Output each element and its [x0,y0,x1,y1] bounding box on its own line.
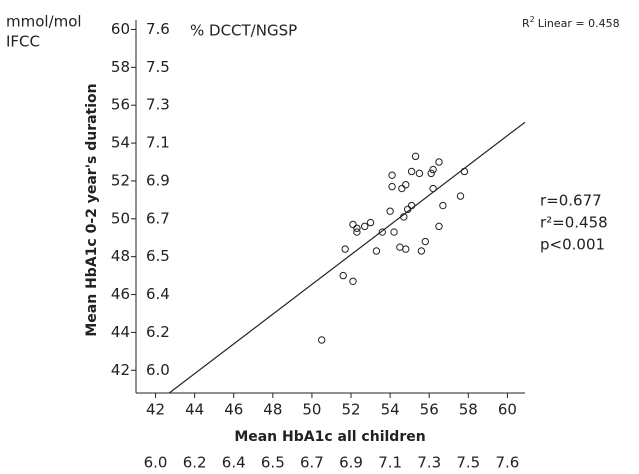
y-tick-label: 60 [111,20,130,38]
unit-label: mmol/mol [6,13,82,31]
y-alt-tick-label: 6.5 [146,247,170,265]
point [341,245,349,253]
x-tick-label: 42 [146,401,165,419]
x-alt-tick-label: 7.1 [378,454,402,472]
x-alt-tick-label: 6.5 [261,454,285,472]
x-alt-tick-label: 7.5 [456,454,480,472]
y-tick-label: 56 [111,96,130,114]
y-tick-label: 46 [111,285,130,303]
point [435,158,443,166]
point [407,167,416,176]
x-alt-tick-label: 7.3 [417,454,441,472]
x-alt-tick-label: 6.0 [144,454,168,472]
point [417,247,426,255]
point [388,171,396,179]
x-alt-tick-label: 6.7 [300,454,324,472]
stat: r=0.677 [540,192,602,210]
y-alt-tick-label: 6.9 [146,171,170,189]
y-alt-tick-label: 7.1 [146,134,170,152]
point [318,336,326,344]
fit-label-sup: 2 [530,15,535,24]
point [349,277,357,285]
point [339,271,347,280]
point [353,224,361,232]
stat: r²=0.458 [540,214,608,232]
point [415,169,424,178]
y-axis-title: Mean HbA1c 0-2 year's duration [84,83,100,336]
y-tick-label: 44 [111,323,130,341]
fit-line [168,121,526,394]
point [435,222,443,231]
y-alt-tick-label: 6.7 [146,209,170,227]
x-axis-title: Mean HbA1c all children [234,429,425,445]
point [386,207,394,215]
point [372,247,381,255]
y-alt-tick-label: 7.3 [146,96,170,114]
y-alt-tick-label: 6.4 [146,285,170,303]
y-tick-label: 48 [111,247,130,265]
alt-unit-label: % DCCT/NGSP [190,22,297,40]
point [402,245,410,253]
x-tick-label: 60 [498,401,517,419]
point [378,228,387,236]
y-tick-label: 58 [111,58,130,76]
x-alt-tick-label: 6.4 [222,454,246,472]
x-tick-label: 50 [302,401,321,419]
x-alt-tick-label: 6.9 [339,454,363,472]
point [439,201,447,210]
point [390,228,398,236]
point [398,184,406,193]
fit-label-base: R [522,17,530,30]
x-tick-label: 52 [341,401,360,419]
point [429,184,437,193]
y-tick-label: 52 [111,171,130,189]
point [404,205,412,214]
point [429,165,437,174]
point [349,220,357,229]
y-alt-tick-label: 7.5 [146,58,170,76]
point [421,237,430,246]
x-tick-label: 54 [381,401,400,419]
point [411,152,420,161]
point [388,182,396,191]
unit-label: IFCC [6,33,40,51]
point [456,192,465,200]
y-tick-label: 42 [111,361,130,379]
fit-label-text: Linear = 0.458 [538,17,620,30]
point [407,201,416,210]
point [427,169,435,178]
y-alt-tick-label: 7.6 [146,20,170,38]
stat: p<0.001 [540,236,605,254]
point [460,167,469,176]
x-alt-tick-label: 7.6 [495,454,519,472]
y-alt-tick-label: 6.0 [146,361,170,379]
x-tick-label: 58 [459,401,478,419]
x-tick-label: 48 [263,401,282,419]
x-alt-tick-label: 6.2 [183,454,207,472]
point [400,213,408,221]
y-alt-tick-label: 6.2 [146,323,170,341]
point [366,218,375,227]
x-tick-label: 46 [224,401,243,419]
point [402,181,410,189]
point [361,222,369,231]
point [353,228,361,236]
fit-label: R2 Linear = 0.458 [522,15,620,31]
y-tick-label: 54 [111,134,130,152]
x-tick-label: 56 [420,401,439,419]
y-tick-label: 50 [111,209,130,227]
x-tick-label: 44 [185,401,204,419]
